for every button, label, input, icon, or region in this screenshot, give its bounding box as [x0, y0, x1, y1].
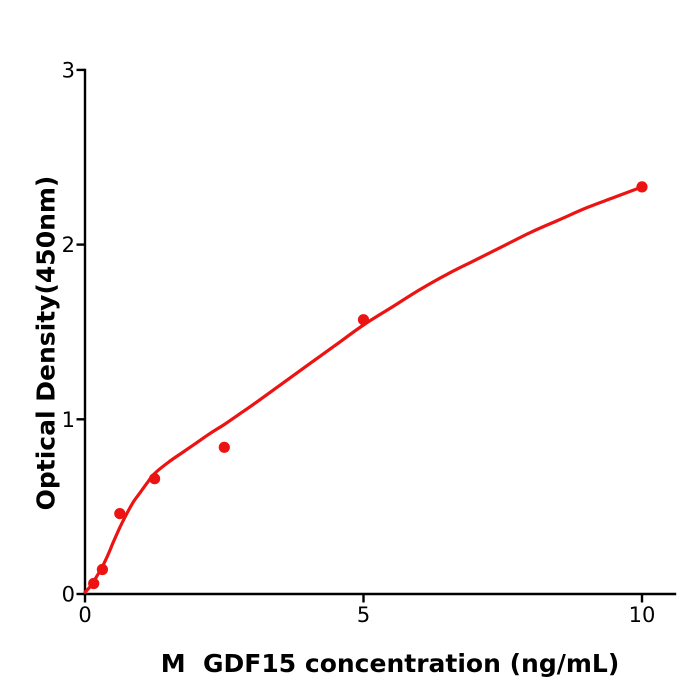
axis-spines — [83, 68, 677, 596]
data-point — [88, 577, 100, 590]
data-point — [96, 563, 108, 576]
y-tick-label: 1 — [62, 408, 75, 432]
y-axis-title: Optical Density(450nm) — [31, 175, 61, 511]
x-axis-title: M GDF15 concentration (ng/mL) — [160, 649, 620, 678]
data-point — [357, 314, 370, 326]
data-point — [114, 507, 126, 520]
x-tick-label: 0 — [78, 603, 91, 627]
x-tick-label: 5 — [357, 603, 370, 627]
y-tick-label: 2 — [62, 233, 75, 257]
y-tick-label: 3 — [62, 58, 75, 82]
fit-curve — [83, 185, 644, 594]
y-tick-label: 0 — [62, 583, 75, 607]
data-point — [149, 473, 161, 485]
data-point — [636, 181, 648, 193]
data-point — [218, 441, 230, 453]
x-tick-label: 10 — [629, 603, 656, 627]
